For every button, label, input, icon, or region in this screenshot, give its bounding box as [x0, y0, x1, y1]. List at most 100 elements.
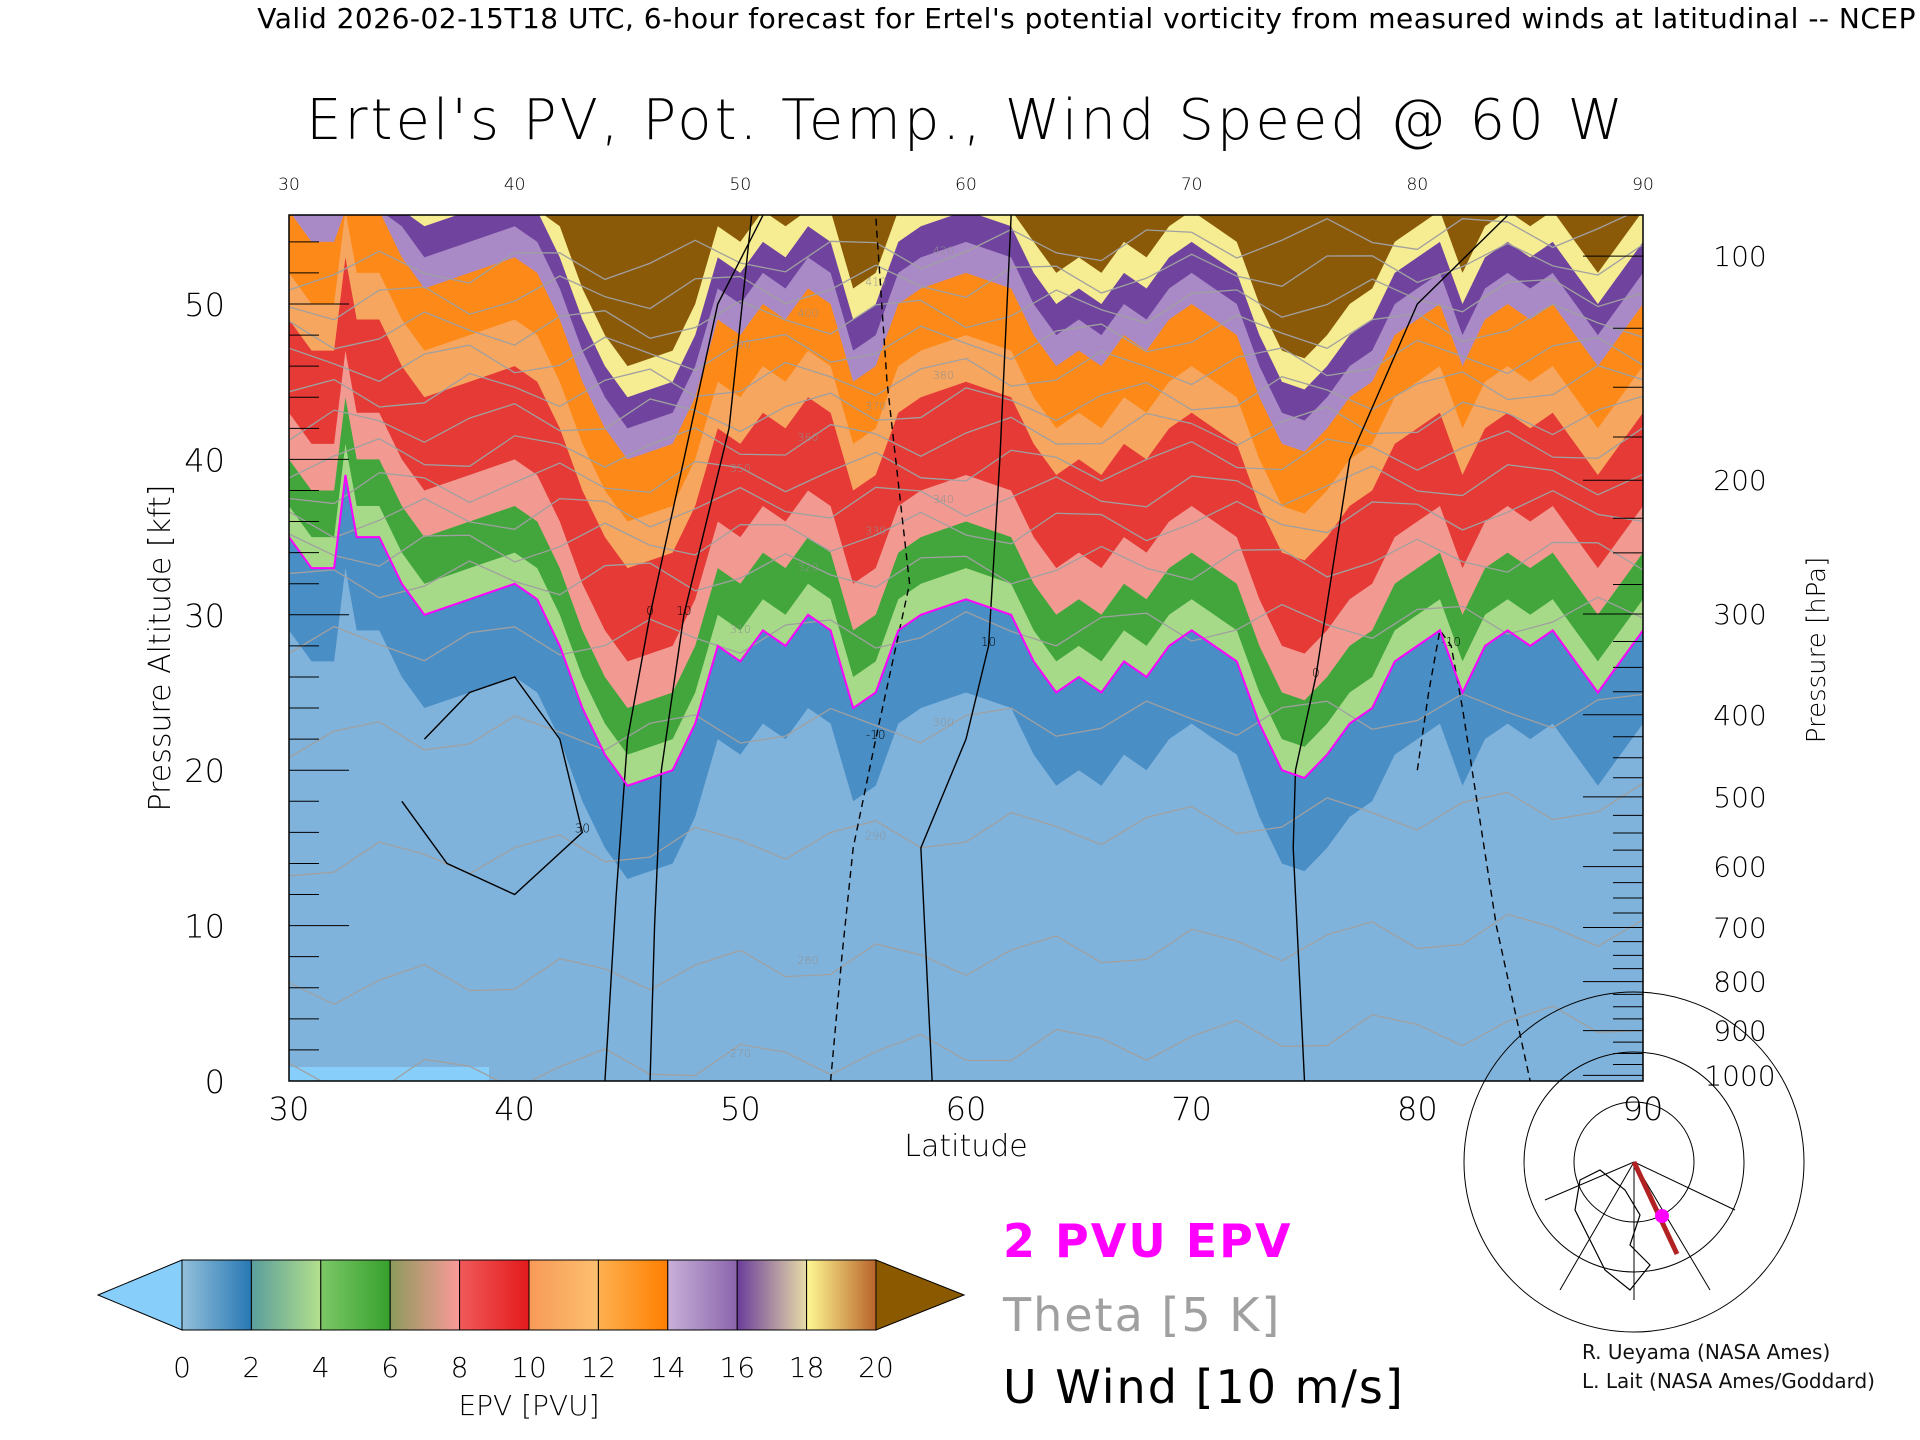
wind-contour-label: 0: [646, 604, 654, 618]
kft-tick-label: 50: [184, 286, 225, 324]
colorbar-tick-label: 8: [451, 1351, 469, 1384]
hpa-tick-label: 800: [1713, 966, 1766, 999]
x-axis-label: Latitude: [904, 1129, 1027, 1164]
theta-label: 290: [865, 830, 886, 843]
wind-contour-label: 30: [575, 821, 590, 835]
lat-tick-label: 50: [720, 1090, 761, 1128]
legend-pv: 2 PVU EPV: [1003, 1214, 1293, 1268]
credit-line-2: L. Lait (NASA Ames/Goddard): [1582, 1369, 1875, 1393]
colorbar-label: EPV [PVU]: [458, 1389, 599, 1422]
theta-line-350: [289, 427, 1643, 505]
theta-line-290: [289, 782, 1643, 877]
axis-ticks: [289, 241, 1643, 1082]
top-lat-tick-label: 70: [1181, 175, 1203, 195]
theta-line-300: [289, 693, 1643, 759]
colorbar-segment: [181, 1259, 252, 1331]
hpa-tick-label: 400: [1713, 699, 1766, 732]
colorbar-segment: [597, 1259, 669, 1331]
y-axis-label-left: Pressure Altitude [kft]: [143, 485, 178, 812]
lat-tick-label: 60: [946, 1090, 987, 1128]
map-latitude-circle: [1463, 991, 1805, 1333]
wind-contour-6: [401, 676, 584, 896]
wind-contour-3: [920, 215, 1012, 1081]
legend-wind: U Wind [10 m/s]: [1003, 1360, 1405, 1414]
lat-tick-label: 30: [269, 1090, 310, 1128]
pv-2pvu-contour: [289, 474, 1643, 787]
top-lat-tick-label: 80: [1407, 175, 1429, 195]
top-lat-tick-label: 60: [955, 175, 977, 195]
wind-contour-label: 0: [1312, 666, 1320, 680]
theta-line-310: [289, 596, 1643, 662]
theta-label: 340: [933, 493, 954, 506]
theta-label: 420: [933, 245, 954, 258]
axis-labels: 30 30 40 40 50 50 60 60 70 70 80 80 90 90 Latitude 0 10 2…: [143, 175, 1832, 1164]
colorbar-over-triangle: [875, 1259, 966, 1331]
kft-tick-label: 0: [205, 1063, 225, 1101]
colorbar-tick-label: 10: [511, 1351, 547, 1384]
hpa-tick-label: 1000: [1704, 1059, 1775, 1092]
theta-line-360: [289, 395, 1643, 479]
lat-tick-label: 90: [1623, 1090, 1664, 1128]
top-lat-tick-label: 90: [1632, 175, 1654, 195]
colorbar-tick-label: 16: [719, 1351, 755, 1384]
colorbar-tick-label: 4: [312, 1351, 330, 1384]
plot-frame: [288, 214, 1644, 1082]
wind-contour-label: 10: [676, 604, 691, 618]
kft-tick-label: 20: [184, 752, 225, 790]
colorbar: 0 2 4 6 8 10 12 14 16 18 20 EPV [PVU]: [96, 1259, 966, 1422]
theta-line-330: [289, 489, 1643, 567]
theta-label: 320: [798, 561, 819, 574]
theta-label: 310: [730, 623, 751, 636]
colorbar-segment: [736, 1259, 808, 1331]
theta-label: 330: [865, 524, 886, 537]
theta-line-370: [289, 364, 1643, 444]
lat-tick-label: 70: [1171, 1090, 1212, 1128]
theta-label: 370: [865, 400, 886, 413]
legend-theta: Theta [5 K]: [1003, 1288, 1282, 1342]
pv-2pvu-line: [289, 474, 1643, 787]
wind-contour-label: 10: [981, 635, 996, 649]
hpa-tick-label: 300: [1713, 598, 1766, 631]
theta-line-320: [289, 538, 1643, 599]
top-lat-tick-label: 40: [504, 175, 526, 195]
colorbar-tick-label: 20: [858, 1351, 894, 1384]
colorbar-tick-label: 6: [381, 1351, 399, 1384]
colorbar-segment: [389, 1259, 461, 1331]
colorbar-tick-label: 2: [242, 1351, 260, 1384]
colorbar-tick-label: 18: [789, 1351, 825, 1384]
wind-contour-2: [829, 215, 911, 1081]
top-lat-tick-label: 30: [278, 175, 300, 195]
section-line: [1631, 1160, 1680, 1256]
kft-tick-label: 10: [184, 908, 225, 946]
pv-under-patch: [289, 1067, 489, 1081]
credit-line-1: R. Ueyama (NASA Ames): [1582, 1340, 1831, 1364]
theta-line-270: [289, 1005, 1643, 1081]
map-coastline: [1574, 1169, 1651, 1291]
theta-label: 410: [865, 276, 886, 289]
theta-label: 350: [730, 462, 751, 475]
location-map: [1463, 991, 1805, 1333]
colorbar-tick-label: 0: [173, 1351, 191, 1384]
colorbar-tick-label: 14: [650, 1351, 686, 1384]
wind-contour-0: [604, 215, 764, 1081]
colorbar-segment: [528, 1259, 599, 1331]
theta-line-380: [289, 336, 1643, 408]
lat-tick-label: 80: [1397, 1090, 1438, 1128]
map-meridian: [1559, 1161, 1635, 1291]
map-meridian: [1633, 1161, 1736, 1211]
theta-line-280: [289, 913, 1643, 1006]
theta-line-420: [289, 215, 1630, 291]
colorbar-under-triangle: [96, 1259, 183, 1331]
theta-contours: 2702802903003103203303403503603703803904…: [289, 215, 1643, 1081]
colorbar-segment: [667, 1259, 738, 1331]
theta-label: 380: [933, 369, 954, 382]
theta-line-340: [289, 464, 1643, 539]
top-lat-tick-label: 50: [730, 175, 752, 195]
wind-contour-1: [649, 215, 753, 1081]
wind-contour-4: [1292, 215, 1509, 1081]
map-meridian: [1544, 1161, 1635, 1201]
colorbar-segment: [320, 1259, 391, 1331]
theta-label: 280: [798, 954, 819, 967]
